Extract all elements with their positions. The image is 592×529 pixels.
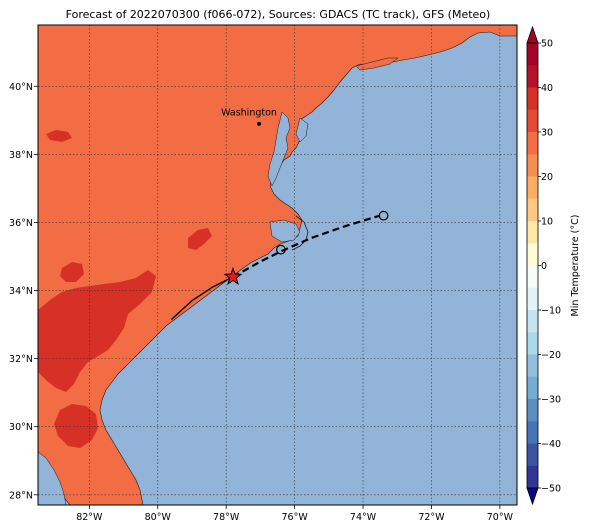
colorbar-band bbox=[527, 176, 538, 200]
warm-patch-southeast bbox=[38, 270, 156, 392]
colorbar-tick-label: −40 bbox=[541, 439, 561, 450]
colorbar-band bbox=[527, 376, 538, 400]
storm-track bbox=[170, 210, 389, 321]
lon-tick-label: 82°W bbox=[76, 512, 103, 523]
lon-tick-label: 80°W bbox=[145, 512, 172, 523]
colorbar-tick-label: −30 bbox=[541, 395, 561, 406]
lat-tick-label: 30°N bbox=[9, 422, 33, 433]
lon-tick-label: 76°W bbox=[281, 512, 308, 523]
warm-patch-tn bbox=[60, 262, 84, 282]
colorbar-band bbox=[527, 132, 538, 155]
longitude-axis: 82°W 80°W 78°W 76°W 74°W 72°W 70°W bbox=[76, 505, 514, 523]
lat-tick-label: 40°N bbox=[9, 82, 33, 93]
colorbar-tick-label: 50 bbox=[541, 39, 553, 50]
colorbar-band bbox=[527, 87, 538, 111]
colorbar-band bbox=[527, 221, 538, 244]
current-position-star bbox=[223, 266, 243, 285]
lon-tick-label: 72°W bbox=[418, 512, 445, 523]
colorbar-band bbox=[527, 465, 538, 489]
colorbar-band bbox=[527, 265, 538, 289]
colorbar-band bbox=[527, 310, 538, 333]
lon-tick-label: 70°W bbox=[487, 512, 514, 523]
colorbar-band bbox=[527, 421, 538, 444]
lat-tick-label: 36°N bbox=[9, 218, 33, 229]
colorbar-band bbox=[527, 354, 538, 378]
lat-tick-label: 34°N bbox=[9, 286, 33, 297]
colorbar: 50 40 30 20 10 0 −10 −20 −30 −40 −50 Min Temperatu… bbox=[526, 25, 581, 506]
delaware-bay bbox=[295, 117, 309, 143]
lat-tick-label: 38°N bbox=[9, 150, 33, 161]
map-frame bbox=[37, 24, 518, 506]
colorbar-tick-label: −50 bbox=[541, 484, 561, 495]
colorbar-under-arrow bbox=[526, 487, 539, 506]
warm-patch-ohio bbox=[46, 130, 72, 142]
forecast-position-marker bbox=[378, 210, 389, 221]
chesapeake-bay bbox=[267, 111, 291, 187]
colorbar-band bbox=[527, 287, 538, 311]
colorbar-tick-label: 20 bbox=[541, 172, 553, 183]
colorbar-tick-label: 40 bbox=[541, 83, 553, 94]
warm-patch-georgia bbox=[54, 404, 98, 448]
figure-title: Forecast of 2022070300 (f066-072), Sourc… bbox=[66, 8, 491, 21]
colorbar-label: Min Temperature (°C) bbox=[570, 215, 581, 317]
city-label-washington: Washington bbox=[221, 108, 277, 119]
track-forecast-line bbox=[232, 214, 381, 278]
colorbar-band bbox=[527, 43, 538, 66]
map-gridlines bbox=[38, 25, 517, 505]
colorbar-band bbox=[527, 65, 538, 88]
colorbar-tick-label: −10 bbox=[541, 306, 561, 317]
pamlico-sound bbox=[269, 219, 301, 243]
lon-tick-label: 78°W bbox=[213, 512, 240, 523]
lat-tick-label: 28°N bbox=[9, 490, 33, 501]
washington-marker: Washington bbox=[221, 108, 277, 126]
colorbar-band bbox=[527, 154, 538, 177]
colorbar-over-arrow bbox=[526, 25, 539, 44]
colorbar-band bbox=[527, 198, 538, 222]
colorbar-ticks: 50 40 30 20 10 0 −10 −20 −30 −40 −50 bbox=[538, 39, 561, 495]
colorbar-tick-label: 0 bbox=[541, 261, 547, 272]
colorbar-band bbox=[527, 332, 538, 355]
latitude-axis: 28°N 30°N 32°N 34°N 36°N 38°N 40°N bbox=[9, 82, 38, 501]
colorbar-band bbox=[527, 399, 538, 422]
colorbar-tick-label: 30 bbox=[541, 128, 553, 139]
forecast-position-marker bbox=[276, 244, 286, 255]
colorbar-band bbox=[527, 443, 538, 467]
track-past-line bbox=[170, 276, 234, 321]
colorbar-tick-label: 10 bbox=[541, 217, 553, 228]
warm-patch-virginia bbox=[188, 228, 212, 250]
long-island bbox=[355, 57, 399, 71]
outer-banks bbox=[291, 215, 309, 251]
colorbar-band bbox=[527, 109, 538, 133]
colorbar-band bbox=[527, 243, 538, 266]
gulf-of-mexico bbox=[38, 451, 67, 505]
lon-tick-label: 74°W bbox=[350, 512, 377, 523]
colorbar-tick-label: −20 bbox=[541, 350, 561, 361]
lat-tick-label: 32°N bbox=[9, 354, 33, 365]
map-panel: Washington bbox=[37, 24, 518, 506]
